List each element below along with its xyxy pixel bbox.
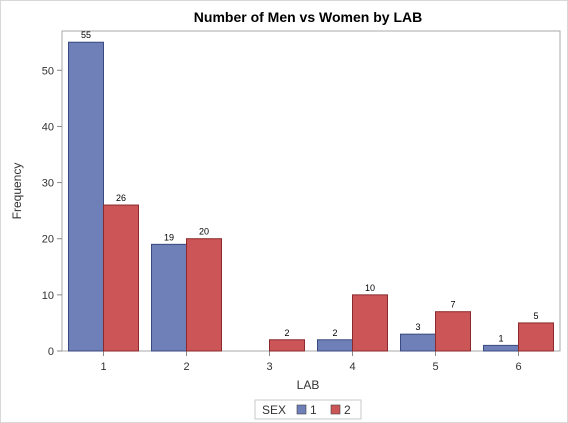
bar-sex1-lab4	[317, 339, 353, 352]
legend-label-2: 2	[344, 403, 351, 417]
data-label-sex1-lab1: 55	[81, 30, 91, 40]
y-axis-label: Frequency	[10, 163, 24, 220]
bar-sex2-lab6	[518, 322, 554, 352]
y-tick-label: 0	[48, 346, 54, 358]
data-label-sex2-lab2: 20	[199, 227, 209, 237]
data-label-sex2-lab4: 10	[365, 283, 375, 293]
x-tick-label: 5	[432, 361, 438, 373]
data-label-sex2-lab5: 7	[450, 300, 455, 310]
bars	[68, 41, 554, 352]
data-label-sex1-lab4: 2	[332, 328, 337, 338]
legend-title: SEX	[262, 403, 286, 417]
data-label-sex1-lab6: 1	[498, 333, 503, 343]
y-tick-label: 10	[42, 290, 54, 302]
y-tick-label: 50	[42, 65, 54, 77]
data-labels: 55 26 19 20 2 2 10 3 7 1 5	[81, 30, 539, 343]
x-axis-label: LAB	[297, 378, 320, 392]
data-label-sex2-lab6: 5	[533, 311, 538, 321]
legend-label-1: 1	[310, 403, 317, 417]
bar-sex2-lab5	[435, 311, 471, 352]
x-tick-label: 1	[100, 361, 106, 373]
bar-sex1-lab6	[483, 344, 519, 352]
y-tick-label: 20	[42, 234, 54, 246]
data-label-sex2-lab1: 26	[116, 193, 126, 203]
bar-sex2-lab3	[269, 339, 305, 352]
data-label-sex2-lab3: 2	[284, 328, 289, 338]
bar-sex2-lab1	[103, 204, 139, 352]
bar-sex2-lab2	[186, 238, 222, 352]
bar-sex1-lab2	[151, 243, 187, 352]
legend: SEX 1 2	[254, 399, 362, 420]
x-tick-label: 6	[515, 361, 521, 373]
x-tick-label: 4	[349, 361, 355, 373]
x-tick-label: 3	[266, 361, 272, 373]
data-label-sex1-lab2: 19	[164, 232, 174, 242]
data-label-sex1-lab5: 3	[415, 322, 420, 332]
legend-swatch-2	[330, 404, 341, 415]
chart-title: Number of Men vs Women by LAB	[194, 9, 422, 25]
y-axis: 0 10 20 30 40 50	[42, 65, 62, 358]
bar-sex2-lab4	[352, 294, 388, 352]
x-axis: 1 2 3 4 5 6	[100, 351, 522, 373]
y-tick-label: 30	[42, 178, 54, 190]
y-tick-label: 40	[42, 121, 54, 133]
x-tick-label: 2	[183, 361, 189, 373]
plot-area	[61, 30, 561, 352]
bar-sex1-lab5	[400, 333, 436, 352]
bar-sex1-lab1	[68, 41, 104, 352]
legend-swatch-1	[296, 404, 307, 415]
